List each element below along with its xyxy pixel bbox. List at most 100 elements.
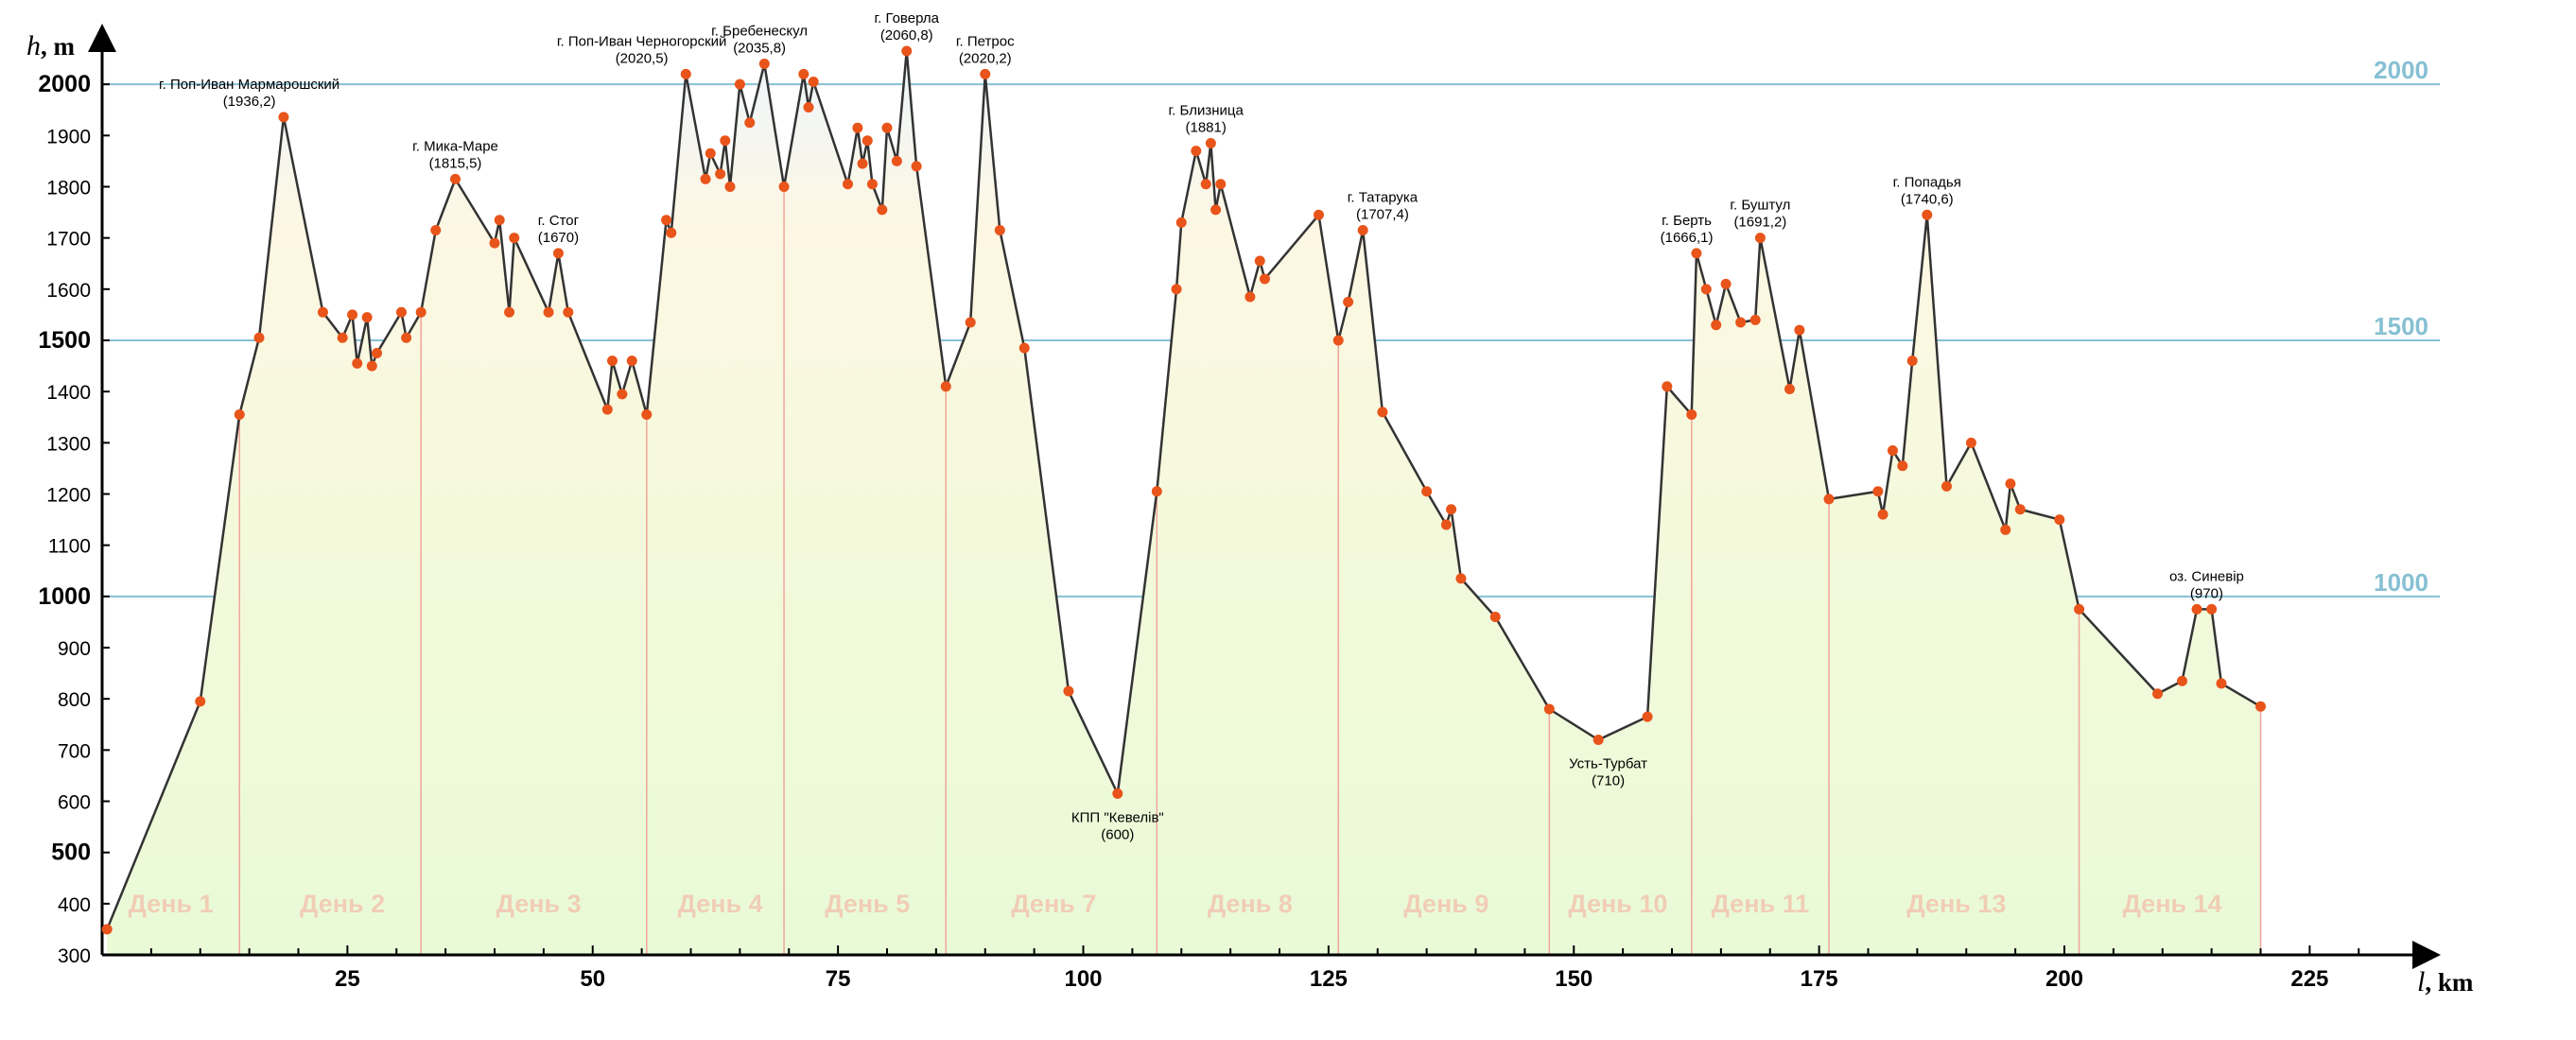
profile-point (1965, 437, 1976, 448)
profile-point (1171, 284, 1182, 295)
profile-point (2074, 603, 2085, 615)
day-label: День 9 (1403, 890, 1488, 918)
profile-point (680, 68, 691, 79)
profile-point (866, 179, 878, 190)
profile-point (552, 248, 564, 259)
profile-point (372, 348, 382, 359)
profile-point (1446, 504, 1457, 515)
peak-elevation: (710) (1592, 773, 1625, 789)
profile-point (881, 122, 893, 133)
profile-point (1151, 486, 1162, 497)
profile-point (758, 59, 770, 69)
peak-elevation: (1881) (1186, 119, 1227, 135)
peak-elevation: (1740,6) (1901, 191, 1954, 207)
peak-elevation: (2020,5) (616, 50, 669, 66)
peak-annotation: г. Стог(1670) (538, 213, 580, 246)
y-tick-label: 1400 (46, 382, 91, 404)
y-axis-title: h, m (26, 30, 76, 61)
y-tick-label: 300 (58, 945, 91, 967)
profile-point (1941, 480, 1952, 492)
profile-point (940, 381, 951, 392)
peak-annotation: г. Близница(1881) (1169, 102, 1244, 135)
peak-annotation: г. Петрос(2020,2) (956, 33, 1015, 66)
profile-point (1455, 573, 1467, 584)
peak-name: оз. Синевір (2169, 568, 2244, 584)
profile-point (641, 409, 653, 421)
peak-name: г. Берть (1662, 213, 1712, 229)
profile-point (317, 306, 328, 318)
profile-point (2014, 504, 2026, 515)
day-label: День 11 (1712, 890, 1810, 918)
profile-line (106, 49, 2262, 930)
profile-point (744, 117, 756, 129)
x-tick-label: 175 (1801, 966, 1838, 992)
profile-point (352, 357, 363, 369)
profile-point (1254, 255, 1265, 267)
day-label: День 7 (1011, 890, 1096, 918)
profile-point (361, 312, 373, 323)
profile-point (1593, 735, 1604, 745)
peak-annotations: г. Поп-Иван Мармарошский(1936,2) г. Мика-… (159, 10, 2244, 842)
peak-name: г. Близница (1169, 102, 1244, 118)
profile-point (798, 68, 809, 79)
profile-point (1784, 383, 1795, 394)
profile-point (1877, 509, 1888, 520)
profile-point (430, 225, 442, 236)
profile-point (1794, 324, 1805, 336)
day-label: День 8 (1208, 890, 1293, 918)
profile-point (877, 204, 888, 216)
peak-name: г. Татарука (1348, 190, 1419, 206)
profile-point (1720, 278, 1732, 289)
day-label: День 14 (2123, 890, 2222, 918)
y-tick-label: 1000 (38, 583, 91, 610)
peak-elevation: (600) (1101, 826, 1134, 842)
y-tick-label: 800 (58, 689, 91, 711)
profile-point (337, 332, 348, 343)
profile-point (1691, 248, 1702, 259)
peak-annotation: г. Попадья(1740,6) (1893, 174, 1961, 207)
peak-elevation: (2035,8) (733, 41, 786, 57)
profile-point (700, 173, 711, 184)
profile-point (911, 161, 922, 172)
profile-point (2152, 688, 2164, 700)
profile-point (1543, 703, 1555, 715)
reference-line-label: 1000 (2374, 568, 2428, 597)
profile-point (901, 45, 913, 57)
profile-point (1063, 685, 1074, 697)
y-tick-label: 1900 (46, 126, 91, 147)
peak-elevation: (1936,2) (223, 94, 276, 110)
profile-point (347, 309, 358, 321)
x-tick-label: 150 (1555, 966, 1593, 992)
peak-elevation: (2060,8) (880, 27, 933, 43)
y-tick-label: 1600 (46, 280, 91, 302)
profile-point (1210, 204, 1222, 216)
x-axis-variable: l (2417, 966, 2425, 997)
peak-annotation: КПП "Кевелів"(600) (1071, 809, 1164, 842)
y-tick-label: 400 (58, 894, 91, 916)
y-tick-label: 500 (51, 840, 91, 866)
profile-point (1700, 284, 1712, 295)
peak-name: г. Буштул (1730, 198, 1790, 214)
x-tick-label: 25 (335, 966, 360, 992)
x-tick-label: 75 (826, 966, 851, 992)
day-label: День 1 (129, 890, 214, 918)
profile-point (195, 696, 206, 707)
day-label: День 3 (496, 890, 582, 918)
reference-line-label: 1500 (2374, 312, 2428, 340)
y-axis-unit: , m (41, 32, 76, 61)
axes: 300 400 500 600 700 800 900 1000 1100 1200 1300 140… (26, 24, 2474, 997)
peak-annotation: г. Бребенескул(2035,8) (711, 24, 808, 57)
peak-name: г. Бребенескул (711, 24, 808, 40)
x-axis-unit: , km (2425, 968, 2474, 997)
profile-point (1259, 273, 1270, 285)
profile-point (1735, 317, 1747, 328)
profile-point (401, 332, 412, 343)
day-separators (238, 186, 2262, 955)
x-tick-label: 225 (2290, 966, 2328, 992)
peak-name: г. Стог (538, 213, 580, 229)
peak-elevation: (1691,2) (1733, 215, 1786, 231)
profile-point (494, 215, 505, 226)
profile-point (1175, 217, 1187, 228)
profile-point (234, 409, 245, 421)
